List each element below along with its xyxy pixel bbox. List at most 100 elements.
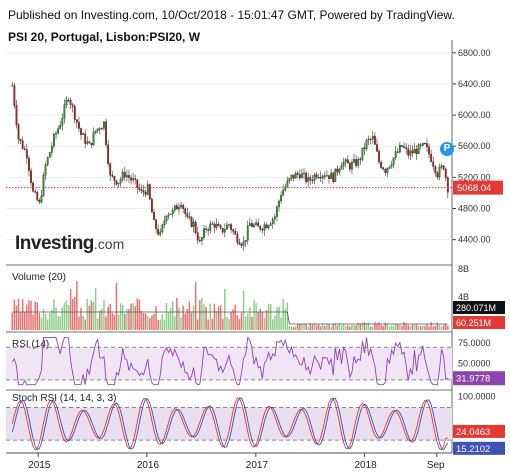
volume-bar xyxy=(149,318,151,330)
candle-body xyxy=(30,170,32,184)
candle-body xyxy=(373,135,376,145)
volume-bar xyxy=(286,302,289,330)
volume-bar xyxy=(65,300,68,330)
stoch-tick-label: 100.0000 xyxy=(458,391,496,401)
candle-body xyxy=(426,143,428,148)
volume-bar xyxy=(280,317,282,330)
candle-body xyxy=(419,144,422,146)
published-caption: Published on Investing.com, 10/Oct/2018 … xyxy=(8,8,455,22)
candle-body xyxy=(17,124,20,140)
volume-bar xyxy=(140,311,143,330)
candle-body xyxy=(234,231,237,235)
volume-bar xyxy=(319,326,322,330)
volume-bar xyxy=(315,325,318,330)
candle-body xyxy=(150,198,153,213)
candle-body xyxy=(98,128,101,130)
volume-bar xyxy=(184,313,186,330)
candle-body xyxy=(369,138,372,141)
event-marker-icon[interactable]: P xyxy=(440,142,454,156)
volume-bar xyxy=(444,323,447,330)
candle-body xyxy=(278,200,280,208)
volume-bar xyxy=(322,323,324,330)
candle-body xyxy=(173,205,176,211)
volume-bar xyxy=(278,306,280,330)
volume-bar xyxy=(328,324,330,330)
volume-bar xyxy=(330,326,332,330)
candle-body xyxy=(182,204,185,209)
volume-bar xyxy=(130,303,132,330)
candle-body xyxy=(192,221,195,227)
candle-body xyxy=(38,200,41,203)
volume-bar xyxy=(99,310,101,330)
candle-body xyxy=(175,205,178,210)
volume-bar xyxy=(217,306,220,330)
volume-bar xyxy=(376,323,378,330)
volume-bar xyxy=(15,305,18,330)
volume-bar xyxy=(219,305,222,330)
candle-body xyxy=(336,168,339,173)
volume-bar xyxy=(284,308,287,330)
volume-bar xyxy=(365,323,368,330)
volume-bar xyxy=(57,316,59,330)
volume-bar xyxy=(19,311,22,330)
rsi-line xyxy=(11,336,449,386)
volume-value-label: 280.071M xyxy=(456,303,496,313)
volume-bar xyxy=(161,314,164,330)
candle-body xyxy=(405,147,408,149)
candle-body xyxy=(303,172,305,174)
candle-body xyxy=(332,172,335,183)
volume-bar xyxy=(67,305,70,330)
volume-bar xyxy=(447,325,449,330)
candle-body xyxy=(401,145,403,147)
volume-bar xyxy=(88,305,91,330)
candle-body xyxy=(359,158,362,160)
time-tick-label: Sep xyxy=(427,460,445,471)
volume-bar xyxy=(82,315,84,330)
last-price-label: 5068.04 xyxy=(457,183,491,194)
candle-body xyxy=(130,177,132,181)
candle-body xyxy=(357,158,360,166)
volume-bar xyxy=(372,326,374,330)
volume-bar xyxy=(382,325,384,330)
volume-bar xyxy=(301,323,303,330)
volume-bar xyxy=(171,301,174,330)
candle-body xyxy=(13,85,16,106)
candle-body xyxy=(44,164,47,176)
stoch-d-line xyxy=(11,397,449,451)
volume-bar xyxy=(349,326,351,330)
candle-body xyxy=(223,229,226,233)
candle-body xyxy=(219,225,222,229)
candle-body xyxy=(92,132,95,146)
candle-body xyxy=(11,85,14,87)
volume-bar xyxy=(224,288,226,330)
volume-bar xyxy=(121,304,124,330)
price-tick-label: 5600.00 xyxy=(458,141,491,151)
candle-body xyxy=(73,106,76,120)
volume-bar xyxy=(34,301,36,330)
candle-body xyxy=(117,182,120,185)
volume-bar xyxy=(434,325,437,330)
candle-body xyxy=(338,169,341,173)
volume-bar xyxy=(355,324,357,330)
volume-bar xyxy=(397,324,399,330)
candle-body xyxy=(167,214,170,217)
candle-body xyxy=(292,174,295,179)
volume-bar xyxy=(236,315,239,330)
candle-body xyxy=(178,206,180,210)
candle-body xyxy=(296,173,299,175)
volume-bar xyxy=(205,306,207,330)
volume-bar xyxy=(207,319,209,330)
candle-body xyxy=(284,186,287,191)
candle-body xyxy=(276,206,278,217)
candle-body xyxy=(434,166,437,174)
volume-bar xyxy=(153,313,155,330)
candle-body xyxy=(323,175,326,177)
volume-bar xyxy=(26,304,28,330)
candle-body xyxy=(50,145,53,153)
candle-body xyxy=(244,240,247,243)
volume-bar xyxy=(51,310,53,330)
volume-bar xyxy=(136,298,139,330)
candle-body xyxy=(236,234,239,243)
volume-bar xyxy=(155,306,157,330)
